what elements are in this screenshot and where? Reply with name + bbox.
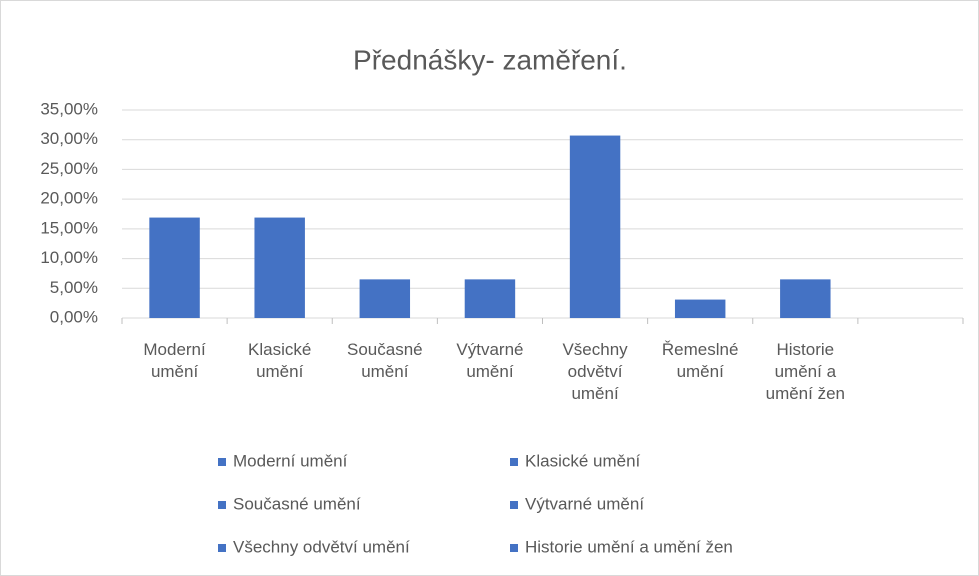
- x-tick-label: Klasické umění: [248, 340, 312, 381]
- legend-swatch: [510, 501, 518, 509]
- legend-label: Všechny odvětví umění: [233, 537, 410, 556]
- x-tick-label: Výtvarné umění: [456, 340, 524, 381]
- bar: [254, 217, 305, 318]
- legend-label: Moderní umění: [233, 451, 348, 470]
- y-tick-label: 5,00%: [50, 278, 98, 297]
- y-tick-label: 20,00%: [40, 189, 98, 208]
- legend-label: Klasické umění: [525, 451, 641, 470]
- bar: [359, 279, 411, 318]
- x-tick-label: Všechny odvětví umění: [562, 340, 628, 403]
- legend-swatch: [510, 458, 518, 466]
- y-tick-label: 10,00%: [40, 248, 98, 267]
- bar: [674, 299, 726, 318]
- chart-title: Přednášky- zaměření.: [353, 44, 627, 75]
- bar: [464, 279, 516, 318]
- legend-label: Současné umění: [233, 494, 361, 513]
- legend-swatch: [510, 544, 518, 552]
- x-tick-label: Historie umění a umění žen: [765, 340, 845, 403]
- bar: [780, 279, 831, 318]
- x-tick-label: Řemeslné umění: [661, 340, 739, 381]
- bar: [569, 135, 621, 318]
- legend-swatch: [218, 544, 226, 552]
- y-tick-label: 15,00%: [40, 218, 98, 237]
- bar: [149, 217, 200, 318]
- y-tick-label: 30,00%: [40, 129, 98, 148]
- y-tick-label: 25,00%: [40, 159, 98, 178]
- y-tick-label: 0,00%: [50, 307, 98, 326]
- legend-label: Výtvarné umění: [525, 494, 644, 513]
- x-tick-label: Současné umění: [347, 340, 423, 381]
- y-tick-label: 35,00%: [40, 99, 98, 118]
- legend-swatch: [218, 458, 226, 466]
- legend-label: Historie umění a umění žen: [525, 537, 733, 556]
- legend-swatch: [218, 501, 226, 509]
- x-tick-label: Moderní umění: [143, 340, 206, 381]
